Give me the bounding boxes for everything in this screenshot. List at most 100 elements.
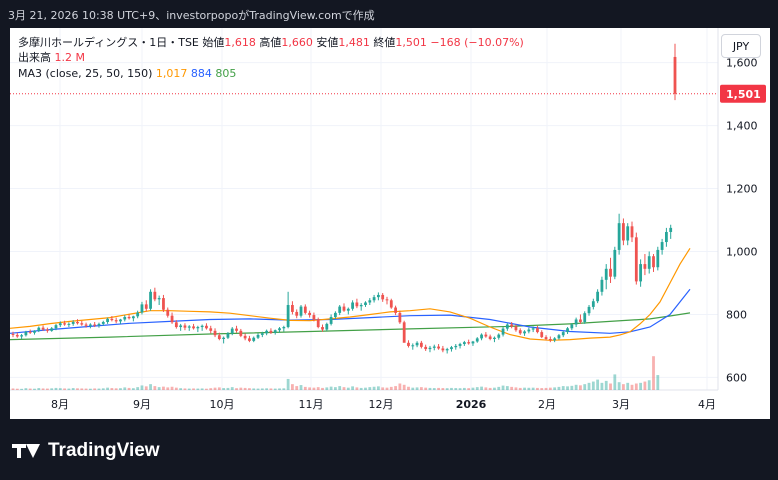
candle-body (493, 337, 496, 340)
candle-body (174, 322, 178, 328)
candle-body (376, 294, 380, 298)
price-chart[interactable]: 600 800 1,000 1,200 1,400 1,600 8月 9月 10月 11月 12月 2… (10, 28, 770, 419)
volume-bar (239, 387, 243, 390)
volume-bar (166, 387, 170, 390)
currency-button[interactable]: JPY (721, 34, 761, 58)
candle-body (557, 335, 561, 339)
candle-body (316, 319, 320, 328)
ohlc-legend: 多摩川ホールディングス・1日・TSE 始値1,618 高値1,660 安値1,4… (18, 36, 524, 50)
volume-bar (20, 388, 23, 390)
y-tick-label: 1,400 (726, 120, 758, 133)
volume-bar (269, 388, 273, 390)
candle-body (587, 306, 591, 314)
volume-bar (587, 382, 591, 390)
candle-body (308, 312, 312, 316)
ma25-value: 1,017 (155, 67, 188, 80)
volume-bar (33, 388, 36, 390)
volume-bar (626, 382, 630, 390)
candle-body (136, 312, 140, 317)
volume-bar (106, 387, 109, 390)
volume-bar (583, 384, 587, 390)
candle-body (312, 315, 316, 320)
volume-bar (368, 387, 372, 390)
volume-bar (325, 387, 329, 390)
volume-bar (574, 384, 578, 390)
candle-body (260, 333, 264, 335)
volume-bar (536, 387, 539, 390)
volume-bar (144, 386, 148, 390)
volume-bar (591, 381, 595, 390)
volume-bar (510, 386, 514, 390)
volume-bar (149, 384, 152, 390)
volume-bar (381, 387, 385, 390)
candle-body (338, 306, 342, 313)
volume-bar (174, 387, 178, 390)
volume-bar (647, 380, 651, 390)
candle-body (570, 324, 574, 329)
volume-label: 出来高 (18, 51, 51, 64)
candle-body (11, 333, 15, 335)
volume-bar (256, 388, 260, 390)
volume-bar (101, 388, 105, 390)
volume-bar (432, 388, 436, 390)
volume-bar (376, 386, 380, 390)
candle-body (531, 328, 535, 330)
x-tick-label: 2月 (538, 398, 556, 411)
candle-body (432, 346, 436, 348)
candle-body (566, 328, 569, 333)
volume-bar (235, 388, 238, 390)
volume-bar (600, 382, 604, 390)
candle-body (248, 338, 251, 341)
volume-bar (471, 387, 475, 390)
volume-bar (37, 388, 41, 390)
volume-bar (136, 387, 140, 390)
volume-bar (389, 386, 393, 390)
volume-bar (604, 380, 608, 390)
candle-body (303, 306, 307, 313)
candle-body (454, 345, 458, 348)
candle-body (544, 337, 548, 340)
volume-bar (299, 385, 303, 390)
chart-panel[interactable]: 600 800 1,000 1,200 1,400 1,600 8月 9月 10月 11月 12月 2… (10, 28, 770, 419)
volume-bar (286, 378, 290, 390)
volume-bar (505, 386, 509, 390)
candle-body (381, 294, 385, 300)
candle-body (334, 312, 337, 317)
volume-bar (342, 387, 346, 390)
volume-bar (316, 387, 320, 390)
volume-bar (312, 387, 316, 390)
volume-bar (622, 384, 625, 390)
candle-body (407, 342, 410, 346)
volume-bar (428, 387, 432, 390)
candle-body (346, 308, 350, 311)
ma150-line (10, 312, 691, 341)
volume-bar (67, 388, 71, 390)
candle-body (217, 335, 221, 340)
candle-body (591, 301, 595, 307)
candle-body (269, 330, 273, 333)
candle-body (389, 300, 393, 308)
candle-body (196, 327, 200, 329)
volume-bar (248, 388, 251, 390)
x-tick-label: 4月 (698, 398, 716, 411)
candle-body (639, 264, 643, 282)
volume-bar (346, 387, 350, 390)
candle-body (205, 325, 208, 329)
candle-body (484, 334, 488, 337)
volume-bar (123, 387, 127, 390)
candle-body (209, 328, 213, 331)
candle-body (187, 326, 191, 328)
candle-body (84, 324, 88, 326)
open-value: 1,618 (224, 36, 256, 49)
candle-body (213, 330, 217, 336)
candle-body (58, 323, 62, 326)
candle-body (110, 318, 114, 321)
x-tick-label: 9月 (133, 398, 151, 411)
volume-bar (385, 387, 389, 390)
candle-body (488, 336, 492, 340)
candle-body (200, 325, 204, 328)
symbol-title: 多摩川ホールディングス・1日・TSE (18, 36, 199, 49)
volume-bar (424, 387, 428, 390)
volume-bar (411, 387, 415, 390)
volume-bar (114, 388, 118, 390)
